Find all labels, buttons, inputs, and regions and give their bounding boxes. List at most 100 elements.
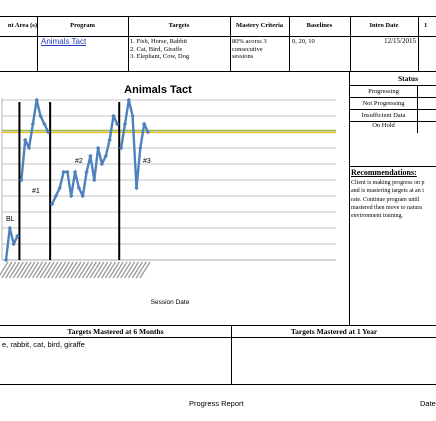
x-tick-label [135,261,147,279]
x-tick-label [74,261,86,279]
data-point [42,121,47,127]
table-top-border [0,16,436,17]
x-tick-label [78,261,90,279]
data-point [92,177,97,183]
x-tick-label [5,261,17,279]
x-tick-label [66,261,78,279]
x-tick-label [43,261,55,279]
target-line-3: 3. Elephant, Cow, Dog [130,53,190,60]
x-tick-label [116,261,128,279]
footer-title: Progress Report [189,399,244,408]
status-insufficient-label: Insufficient Data [361,112,406,119]
target-line-1: 1. Fish, Horse, Rabbit [130,38,188,45]
x-axis-label: Session Date [151,299,190,306]
x-tick-label [101,261,113,279]
status-not-progressing-label: Not Progressing [362,100,405,107]
data-point [68,193,74,199]
chart-grid [1,98,336,261]
x-tick-label [120,261,132,279]
col-divider-3 [230,16,231,71]
x-tick-label [70,261,82,279]
series-line-phase-1 [4,226,19,261]
data-point [65,169,70,175]
phase-label-3: #3 [143,158,151,165]
x-tick-label [35,261,47,279]
series-line-phase-3 [51,114,119,205]
status-insufficient-data[interactable]: Insufficient Data [350,110,436,122]
mastered-header-border [0,337,436,338]
data-series [3,97,151,263]
data-point [138,145,143,151]
recommendations-text: Client is making progress on p and is ma… [351,179,425,220]
phase-label-bl: BL [6,216,15,223]
series-line-phase-4 [119,98,150,190]
recommendation-line-2: and is mastering targets at an i [351,188,424,195]
status-checkbox-column [417,86,418,133]
data-point [141,121,147,127]
x-tick-label [93,261,105,279]
header-baselines: Baselines [306,22,333,29]
recommendations-title: Recommendations: [351,168,417,177]
criterion-lines [2,129,336,134]
recommendation-line-1: Client is making progress on p [351,180,425,186]
status-progressing[interactable]: Progressing [350,86,436,98]
header-targets: Targets [168,22,190,29]
col-divider-5 [350,16,351,71]
header-mastery-criteria: Mastery Criteria [235,22,284,29]
x-tick-label [51,261,63,279]
data-point [115,121,120,127]
phase-label-2: #2 [75,158,83,165]
x-tick-label [139,261,151,279]
target-line-2: 2. Cat, Bird, Giraffe [130,45,183,53]
x-tick-label [24,261,36,279]
x-tick-label [1,261,13,279]
status-on-hold[interactable]: On Hold [350,122,436,133]
chart-title: Animals Tact [124,84,192,96]
x-tick-label [12,261,24,279]
status-title: Status [398,74,419,83]
status-on-hold-label: On Hold [372,122,395,129]
mastered-divider [231,325,232,384]
x-tick-label [20,261,32,279]
status-progressing-label: Progressing [368,88,399,95]
status-left-border [349,71,350,325]
x-tick-label [55,261,67,279]
mastered-6-months-text: e, rabbit, cat, bird, giraffe [2,340,85,349]
data-point [145,129,151,135]
col-divider-6 [418,16,419,71]
data-point [30,121,36,127]
x-tick-label [112,261,124,279]
header-bottom-border [0,36,436,37]
baselines-value: 0, 20, 10 [292,38,315,45]
row-bottom-border [0,71,436,72]
col-divider-4 [289,16,290,71]
x-tick-label [62,261,74,279]
x-tick-label [124,261,136,279]
program-link[interactable]: Animals Tact [41,37,87,46]
header-intro-date: Intro Date [369,22,399,29]
mastery-criteria-text: 80% acorss 3 consecutive sessions [232,38,267,61]
mastered-1-year-title: Targets Mastered at 1 Year [290,327,378,336]
data-point [122,121,128,127]
mastery-line-1: 80% acorss 3 [232,38,267,45]
x-tick-label [16,261,28,279]
progress-chart: Animals Tact Session Date BL #1 #2 #3 [0,84,336,306]
status-bottom-border [350,166,436,167]
header-target-area: nt Area (s) [7,22,37,29]
phase-label-1: #1 [32,188,40,195]
recommendation-line-5: environment training. [351,213,403,220]
data-point [38,113,43,119]
mastered-bottom-border [0,384,436,385]
recommendation-line-4: mastered then move to natura [351,204,422,211]
mastery-line-3: sessions [232,53,254,60]
data-point [134,185,139,191]
targets-list: 1. Fish, Horse, Rabbit 2. Cat, Bird, Gir… [130,38,189,61]
col-divider-1 [37,16,38,71]
x-tick-label [47,261,59,279]
x-tick-label [104,261,117,279]
x-tick-label [131,261,143,279]
status-divider [350,85,436,86]
status-not-progressing[interactable]: Not Progressing [350,98,436,110]
x-tick-label [58,261,70,279]
x-tick-label [31,261,44,279]
